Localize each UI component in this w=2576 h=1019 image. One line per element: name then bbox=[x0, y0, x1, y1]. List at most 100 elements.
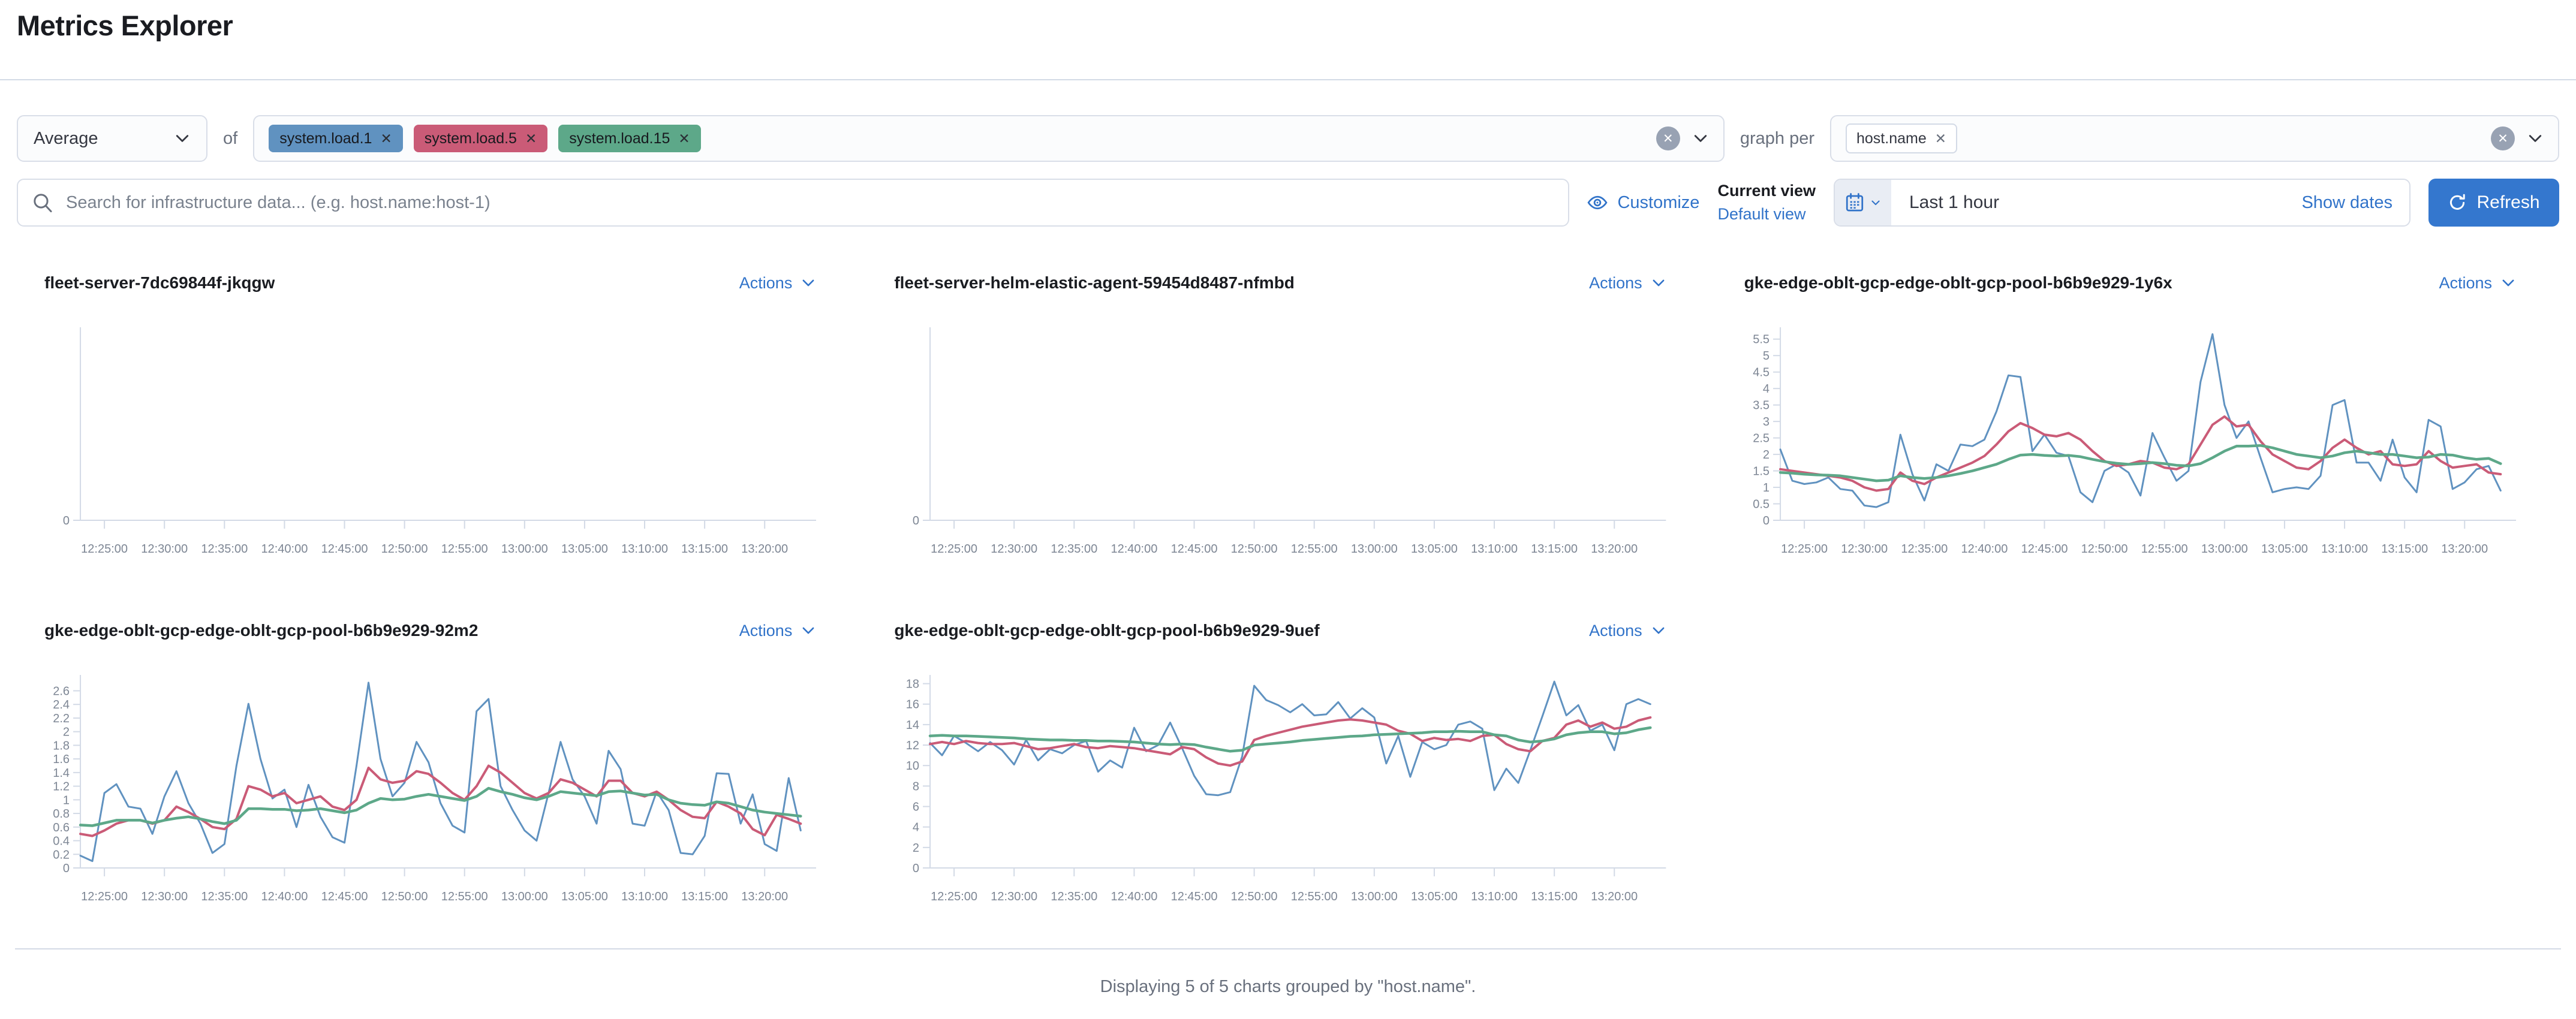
graph-per-label: graph per bbox=[1740, 128, 1814, 148]
svg-text:0: 0 bbox=[1763, 514, 1770, 527]
current-view-label: Current view bbox=[1717, 182, 1816, 200]
svg-text:12:35:00: 12:35:00 bbox=[1051, 542, 1098, 556]
svg-text:13:10:00: 13:10:00 bbox=[621, 890, 668, 903]
svg-text:12:30:00: 12:30:00 bbox=[991, 890, 1038, 903]
chart-tile: gke-edge-oblt-gcp-edge-oblt-gcp-pool-b6b… bbox=[894, 617, 1666, 909]
chart-actions-button[interactable]: Actions bbox=[721, 622, 817, 640]
svg-text:12:25:00: 12:25:00 bbox=[1781, 542, 1828, 556]
line-chart[interactable]: 0 12:25:00 12:30:00 12:35:00 12:40:00 12:45:0… bbox=[44, 321, 817, 561]
refresh-button[interactable]: Refresh bbox=[2428, 179, 2559, 227]
header-divider bbox=[0, 79, 2576, 81]
chart-tile: gke-edge-oblt-gcp-edge-oblt-gcp-pool-b6b… bbox=[44, 617, 817, 909]
remove-metric-icon[interactable]: ✕ bbox=[678, 130, 690, 146]
svg-text:8: 8 bbox=[913, 780, 919, 793]
line-chart[interactable]: 0 12:25:00 12:30:00 12:35:00 12:40:00 12:45:0… bbox=[894, 321, 1666, 561]
search-input[interactable] bbox=[65, 192, 1554, 213]
page-title: Metrics Explorer bbox=[17, 10, 233, 41]
line-chart[interactable]: 0 0.5 1 1.5 2 2.5 3 3.5 4 4.5 5 5.5 12:25:00 12:30:00… bbox=[1744, 321, 2516, 561]
svg-text:13:00:00: 13:00:00 bbox=[1351, 890, 1398, 903]
svg-text:13:15:00: 13:15:00 bbox=[1531, 542, 1578, 556]
svg-text:12:45:00: 12:45:00 bbox=[321, 542, 368, 556]
svg-text:12:25:00: 12:25:00 bbox=[931, 890, 977, 903]
show-dates-button[interactable]: Show dates bbox=[2301, 192, 2393, 212]
chevron-down-icon[interactable] bbox=[2527, 130, 2544, 147]
default-view-link[interactable]: Default view bbox=[1717, 205, 1806, 224]
clear-group-by-button[interactable]: ✕ bbox=[2491, 126, 2515, 151]
svg-text:10: 10 bbox=[906, 759, 919, 773]
chevron-down-icon bbox=[1653, 627, 1665, 634]
svg-text:12:45:00: 12:45:00 bbox=[1171, 890, 1218, 903]
chart-actions-button[interactable]: Actions bbox=[1571, 274, 1666, 293]
svg-text:13:15:00: 13:15:00 bbox=[681, 890, 728, 903]
group-by-tag-host-name[interactable]: host.name ✕ bbox=[1846, 123, 1958, 154]
svg-text:12:50:00: 12:50:00 bbox=[2081, 542, 2127, 556]
metric-tag-label: system.load.1 bbox=[279, 129, 372, 147]
svg-text:13:00:00: 13:00:00 bbox=[1351, 542, 1398, 556]
chevron-down-icon[interactable] bbox=[1692, 130, 1709, 147]
metric-tag-system-load-1[interactable]: system.load.1 ✕ bbox=[269, 125, 403, 153]
svg-text:13:15:00: 13:15:00 bbox=[2381, 542, 2428, 556]
date-picker: Last 1 hour Show dates bbox=[1834, 179, 2411, 227]
chart-actions-label: Actions bbox=[1589, 621, 1642, 640]
svg-text:12:25:00: 12:25:00 bbox=[81, 890, 128, 903]
date-picker-quick-menu[interactable] bbox=[1835, 180, 1891, 226]
chart-actions-button[interactable]: Actions bbox=[2421, 274, 2516, 293]
svg-text:2: 2 bbox=[1763, 448, 1770, 462]
footer-divider bbox=[15, 948, 2561, 950]
svg-text:12:50:00: 12:50:00 bbox=[1231, 542, 1278, 556]
clear-metrics-button[interactable]: ✕ bbox=[1656, 126, 1680, 151]
remove-metric-icon[interactable]: ✕ bbox=[380, 130, 392, 146]
search-toolbar: Customize Current view Default view Last… bbox=[17, 179, 2559, 227]
chart-actions-button[interactable]: Actions bbox=[1571, 622, 1666, 640]
svg-text:1.5: 1.5 bbox=[1753, 465, 1770, 478]
svg-text:13:00:00: 13:00:00 bbox=[2201, 542, 2248, 556]
metric-tag-system-load-15[interactable]: system.load.15 ✕ bbox=[558, 125, 701, 153]
line-chart[interactable]: 0 2 4 6 8 10 12 14 16 18 12:25:00 12:30:00 12:35:00 1… bbox=[894, 669, 1666, 909]
group-by-combobox[interactable]: host.name ✕ ✕ bbox=[1830, 115, 2559, 162]
time-range-value[interactable]: Last 1 hour bbox=[1909, 192, 2000, 213]
refresh-label: Refresh bbox=[2476, 192, 2540, 213]
svg-text:0.5: 0.5 bbox=[1753, 498, 1770, 511]
svg-text:12:45:00: 12:45:00 bbox=[321, 890, 368, 903]
svg-text:0.8: 0.8 bbox=[53, 807, 70, 821]
svg-text:13:05:00: 13:05:00 bbox=[561, 542, 608, 556]
chevron-down-icon bbox=[176, 135, 189, 142]
svg-text:6: 6 bbox=[913, 801, 919, 814]
search-box[interactable] bbox=[17, 179, 1570, 227]
svg-text:0: 0 bbox=[63, 862, 70, 875]
line-chart[interactable]: 00.20.40.60.811.21.41.61.822.22.42.6 12:2… bbox=[44, 669, 817, 909]
chart-actions-label: Actions bbox=[1589, 273, 1642, 292]
group-by-tags: host.name ✕ bbox=[1846, 123, 2481, 154]
chart-actions-button[interactable]: Actions bbox=[721, 274, 817, 293]
aggregation-select[interactable]: Average bbox=[17, 115, 207, 162]
chevron-down-icon bbox=[2502, 279, 2514, 287]
charts-grid: fleet-server-7dc69844f-jkqgw Actions 0 12… bbox=[44, 270, 2516, 909]
metric-tags: system.load.1 ✕ system.load.5 ✕ system.l… bbox=[269, 125, 1647, 153]
chevron-down-icon bbox=[802, 627, 814, 634]
svg-text:12:25:00: 12:25:00 bbox=[931, 542, 977, 556]
svg-text:12: 12 bbox=[906, 739, 919, 752]
svg-text:0: 0 bbox=[63, 514, 70, 527]
refresh-icon bbox=[2450, 194, 2466, 210]
svg-text:16: 16 bbox=[906, 698, 919, 712]
svg-text:12:55:00: 12:55:00 bbox=[1291, 890, 1338, 903]
svg-text:12:30:00: 12:30:00 bbox=[141, 890, 188, 903]
customize-button[interactable]: Customize bbox=[1587, 192, 1699, 213]
eye-icon bbox=[1587, 195, 1608, 210]
svg-text:2.5: 2.5 bbox=[1753, 432, 1770, 445]
svg-text:4: 4 bbox=[913, 821, 919, 834]
metrics-combobox[interactable]: system.load.1 ✕ system.load.5 ✕ system.l… bbox=[253, 115, 1725, 162]
svg-text:12:40:00: 12:40:00 bbox=[1961, 542, 2008, 556]
search-icon bbox=[34, 194, 52, 213]
svg-text:12:40:00: 12:40:00 bbox=[261, 542, 308, 556]
metric-tag-system-load-5[interactable]: system.load.5 ✕ bbox=[413, 125, 548, 153]
chart-title: gke-edge-oblt-gcp-edge-oblt-gcp-pool-b6b… bbox=[1744, 273, 2172, 293]
remove-metric-icon[interactable]: ✕ bbox=[525, 130, 537, 146]
svg-text:18: 18 bbox=[906, 678, 919, 691]
svg-text:12:35:00: 12:35:00 bbox=[201, 542, 248, 556]
svg-text:12:30:00: 12:30:00 bbox=[141, 542, 188, 556]
remove-group-by-icon[interactable]: ✕ bbox=[1934, 130, 1947, 146]
svg-text:13:05:00: 13:05:00 bbox=[2261, 542, 2308, 556]
svg-text:1.4: 1.4 bbox=[53, 767, 70, 780]
svg-text:12:55:00: 12:55:00 bbox=[1291, 542, 1338, 556]
